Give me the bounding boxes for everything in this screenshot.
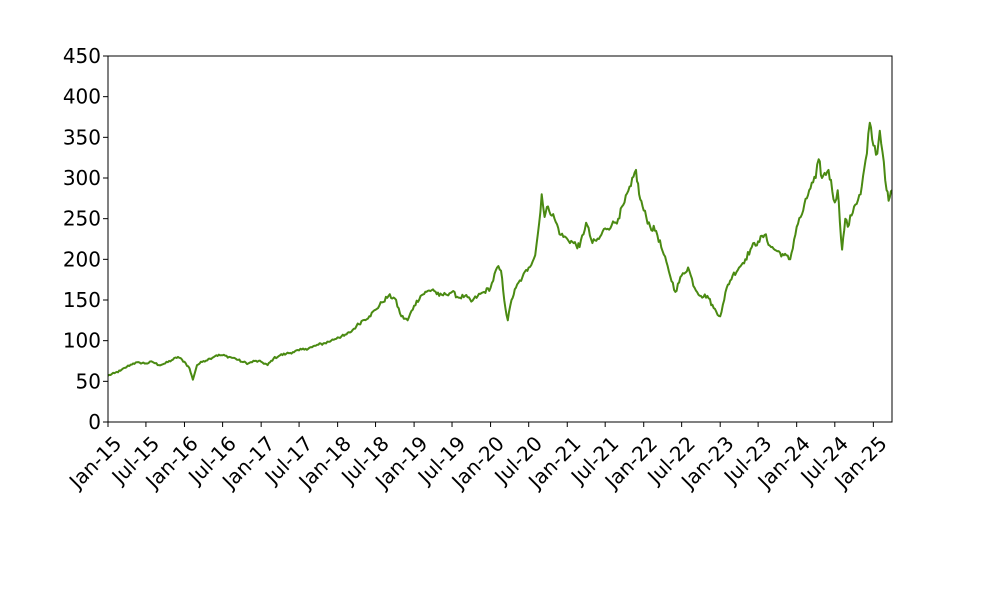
y-tick-label: 350 [63, 125, 101, 149]
y-tick-label: 150 [63, 288, 101, 312]
y-tick-label: 50 [76, 369, 101, 393]
series-line [107, 121, 893, 381]
y-tick-label: 100 [63, 329, 101, 353]
y-tick-label: 250 [63, 207, 101, 231]
y-tick-label: 300 [63, 166, 101, 190]
plot-frame [107, 55, 893, 423]
y-axis: 0 50 100 150 200 250 300 350 400 450 [63, 44, 108, 434]
y-tick-label: 200 [63, 247, 101, 271]
y-tick-label: 450 [63, 44, 101, 68]
y-tick-label: 400 [63, 85, 101, 109]
y-tick-label: 0 [88, 410, 101, 434]
plot-area [107, 121, 893, 381]
x-axis: Jan-15Jul-15Jan-16Jul-16Jan-17Jul-17Jan-… [63, 422, 892, 495]
